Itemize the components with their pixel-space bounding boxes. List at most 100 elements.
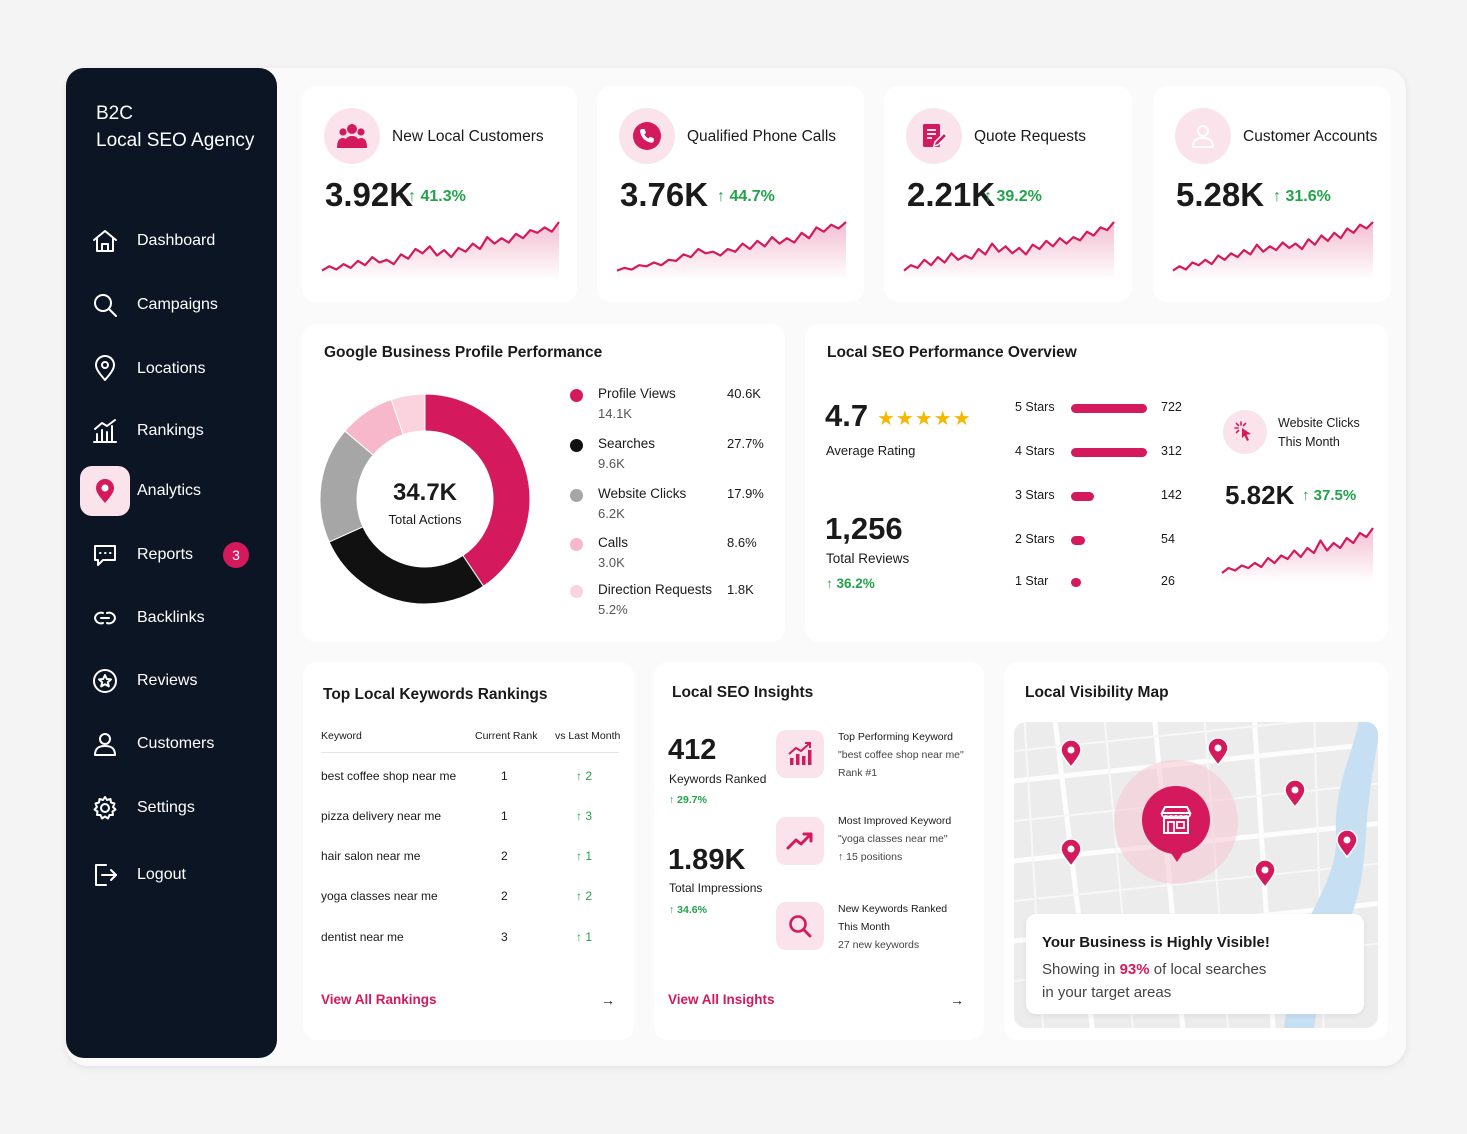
kpi-title: New Local Customers	[392, 128, 544, 145]
cursor-click-icon	[1223, 410, 1267, 454]
nav-item-analytics[interactable]: Analytics	[80, 465, 265, 517]
insight-most-improved-name: "yoga classes near me"	[838, 833, 948, 845]
donut-slice-profile-views[interactable]	[424, 393, 531, 587]
arrow-up-icon: ↑	[576, 809, 586, 823]
visibility-map[interactable]: Your Business is Highly Visible! Showing…	[1014, 722, 1378, 1028]
table-row[interactable]: best coffee shop near me 1 ↑ 2	[321, 769, 619, 789]
seo-overview-title: Local SEO Performance Overview	[827, 344, 1077, 361]
total-impressions-value: 1.89K	[668, 844, 746, 876]
logout-icon	[80, 850, 130, 900]
nav-item-customers[interactable]: Customers	[80, 718, 265, 770]
keyword-cell: hair salon near me	[321, 849, 421, 863]
rating-row-count: 722	[1161, 400, 1182, 414]
nav-item-reviews[interactable]: Reviews	[80, 655, 265, 707]
legend-sub: 14.1K	[598, 406, 632, 421]
view-all-insights-link[interactable]: View All Insights	[668, 992, 775, 1007]
nav-item-reports[interactable]: Reports 3	[80, 529, 265, 581]
rating-row-count: 312	[1161, 444, 1182, 458]
rank-cell: 3	[501, 930, 508, 944]
website-clicks-delta-value: 37.5%	[1313, 487, 1357, 504]
nav-item-campaigns[interactable]: Campaigns	[80, 279, 265, 331]
phone-icon	[619, 108, 675, 164]
arrow-up-icon: ↑	[1273, 188, 1286, 205]
kpi-value: 3.92K	[325, 176, 414, 213]
arrow-up-icon: ↑	[717, 188, 730, 205]
rank-delta-cell: ↑ 2	[576, 769, 592, 783]
insight-top-keyword-rank: Rank #1	[838, 767, 878, 779]
rank-delta-cell: ↑ 3	[576, 809, 592, 823]
rank-cell: 2	[501, 889, 508, 903]
nav-item-locations[interactable]: Locations	[80, 343, 265, 395]
map-pin-icon[interactable]	[1060, 739, 1082, 773]
nav-item-backlinks[interactable]: Backlinks	[80, 592, 265, 644]
insight-new-keywords-count: 27 new keywords	[838, 939, 920, 951]
store-pin-icon[interactable]	[1142, 786, 1210, 854]
insights-title: Local SEO Insights	[672, 684, 814, 701]
nav-item-rankings[interactable]: Rankings	[80, 405, 265, 457]
insight-new-keywords: New Keywords Ranked This Month 27 new ke…	[838, 900, 988, 954]
map-title: Local Visibility Map	[1025, 684, 1169, 701]
map-pin-icon[interactable]	[1336, 829, 1358, 863]
rating-row-bar	[1071, 492, 1094, 501]
table-row[interactable]: pizza delivery near me 1 ↑ 3	[321, 809, 619, 829]
nav-item-dashboard[interactable]: Dashboard	[80, 215, 265, 267]
map-pin-icon[interactable]	[1254, 859, 1276, 893]
nav-item-settings[interactable]: Settings	[80, 782, 265, 834]
brand-line1: B2C	[96, 103, 133, 124]
legend-sub: 3.0K	[598, 555, 625, 570]
keywords-ranked-value: 412	[668, 734, 717, 766]
nav-label-backlinks: Backlinks	[137, 609, 205, 626]
donut-slice-searches[interactable]	[328, 526, 485, 605]
legend-name: Profile Views	[598, 386, 676, 401]
legend-dot	[570, 389, 583, 402]
kpi-card-quote-requests: Quote Requests 2.21K ↑ 39.2%	[884, 86, 1132, 302]
arrow-right-icon[interactable]: →	[950, 992, 964, 1008]
message-icon	[80, 530, 130, 580]
view-all-rankings-link[interactable]: View All Rankings	[321, 992, 437, 1007]
donut-slice-direction-requests[interactable]	[390, 393, 426, 436]
map-pin-icon[interactable]	[1284, 779, 1306, 813]
sparkline-line	[616, 221, 847, 272]
reports-count-badge: 3	[223, 542, 249, 568]
kpi-title: Customer Accounts	[1243, 128, 1378, 145]
map-pin-icon[interactable]	[1207, 737, 1229, 771]
sparkline-line	[321, 221, 560, 272]
nav-label-reports: Reports	[137, 546, 194, 563]
map-pin-icon[interactable]	[1060, 838, 1082, 872]
kpi-title: Quote Requests	[974, 128, 1087, 145]
rank-cell: 2	[501, 849, 508, 863]
keyword-cell: yoga classes near me	[321, 889, 438, 903]
trending-up-icon	[776, 817, 824, 865]
keywords-ranked-delta-value: 29.7%	[677, 794, 707, 806]
kpi-delta-value: 44.7%	[729, 188, 775, 205]
legend-value: 1.8K	[727, 582, 754, 597]
star-badge-icon	[80, 656, 130, 706]
kpi-delta-value: 41.3%	[420, 188, 466, 205]
keywords-ranked-delta: ↑ 29.7%	[669, 794, 707, 806]
arrow-up-icon: ↑	[669, 904, 678, 916]
rating-stars: ★★★★★	[877, 408, 972, 430]
rank-delta-cell: ↑ 1	[576, 930, 592, 944]
kpi-delta: ↑ 41.3%	[408, 188, 466, 206]
legend-sub: 6.2K	[598, 506, 625, 521]
insight-most-improved: Most Improved Keyword "yoga classes near…	[838, 812, 988, 866]
nav-label-locations: Locations	[137, 360, 206, 377]
nav-label-reviews: Reviews	[137, 672, 198, 689]
rank-cell: 1	[501, 809, 508, 823]
table-row[interactable]: yoga classes near me 2 ↑ 2	[321, 889, 619, 909]
kpi-value: 3.76K	[620, 176, 709, 213]
table-row[interactable]: dentist near me 3 ↑ 1	[321, 930, 619, 950]
total-impressions-label: Total Impressions	[669, 881, 763, 895]
col-keyword: Keyword	[321, 730, 362, 742]
map-pin-icon	[80, 466, 130, 516]
arrow-right-icon[interactable]: →	[601, 992, 615, 1008]
keyword-cell: best coffee shop near me	[321, 769, 457, 783]
legend-name: Searches	[598, 436, 656, 451]
rank-delta-value: 1	[585, 849, 593, 863]
kpi-delta: ↑ 44.7%	[717, 188, 775, 206]
nav-item-logout[interactable]: Logout	[80, 849, 265, 901]
user-icon	[1175, 108, 1231, 164]
table-row[interactable]: hair salon near me 2 ↑ 1	[321, 849, 619, 869]
website-clicks-sparkline	[1221, 527, 1374, 582]
total-reviews-delta: ↑ 36.2%	[826, 576, 875, 591]
